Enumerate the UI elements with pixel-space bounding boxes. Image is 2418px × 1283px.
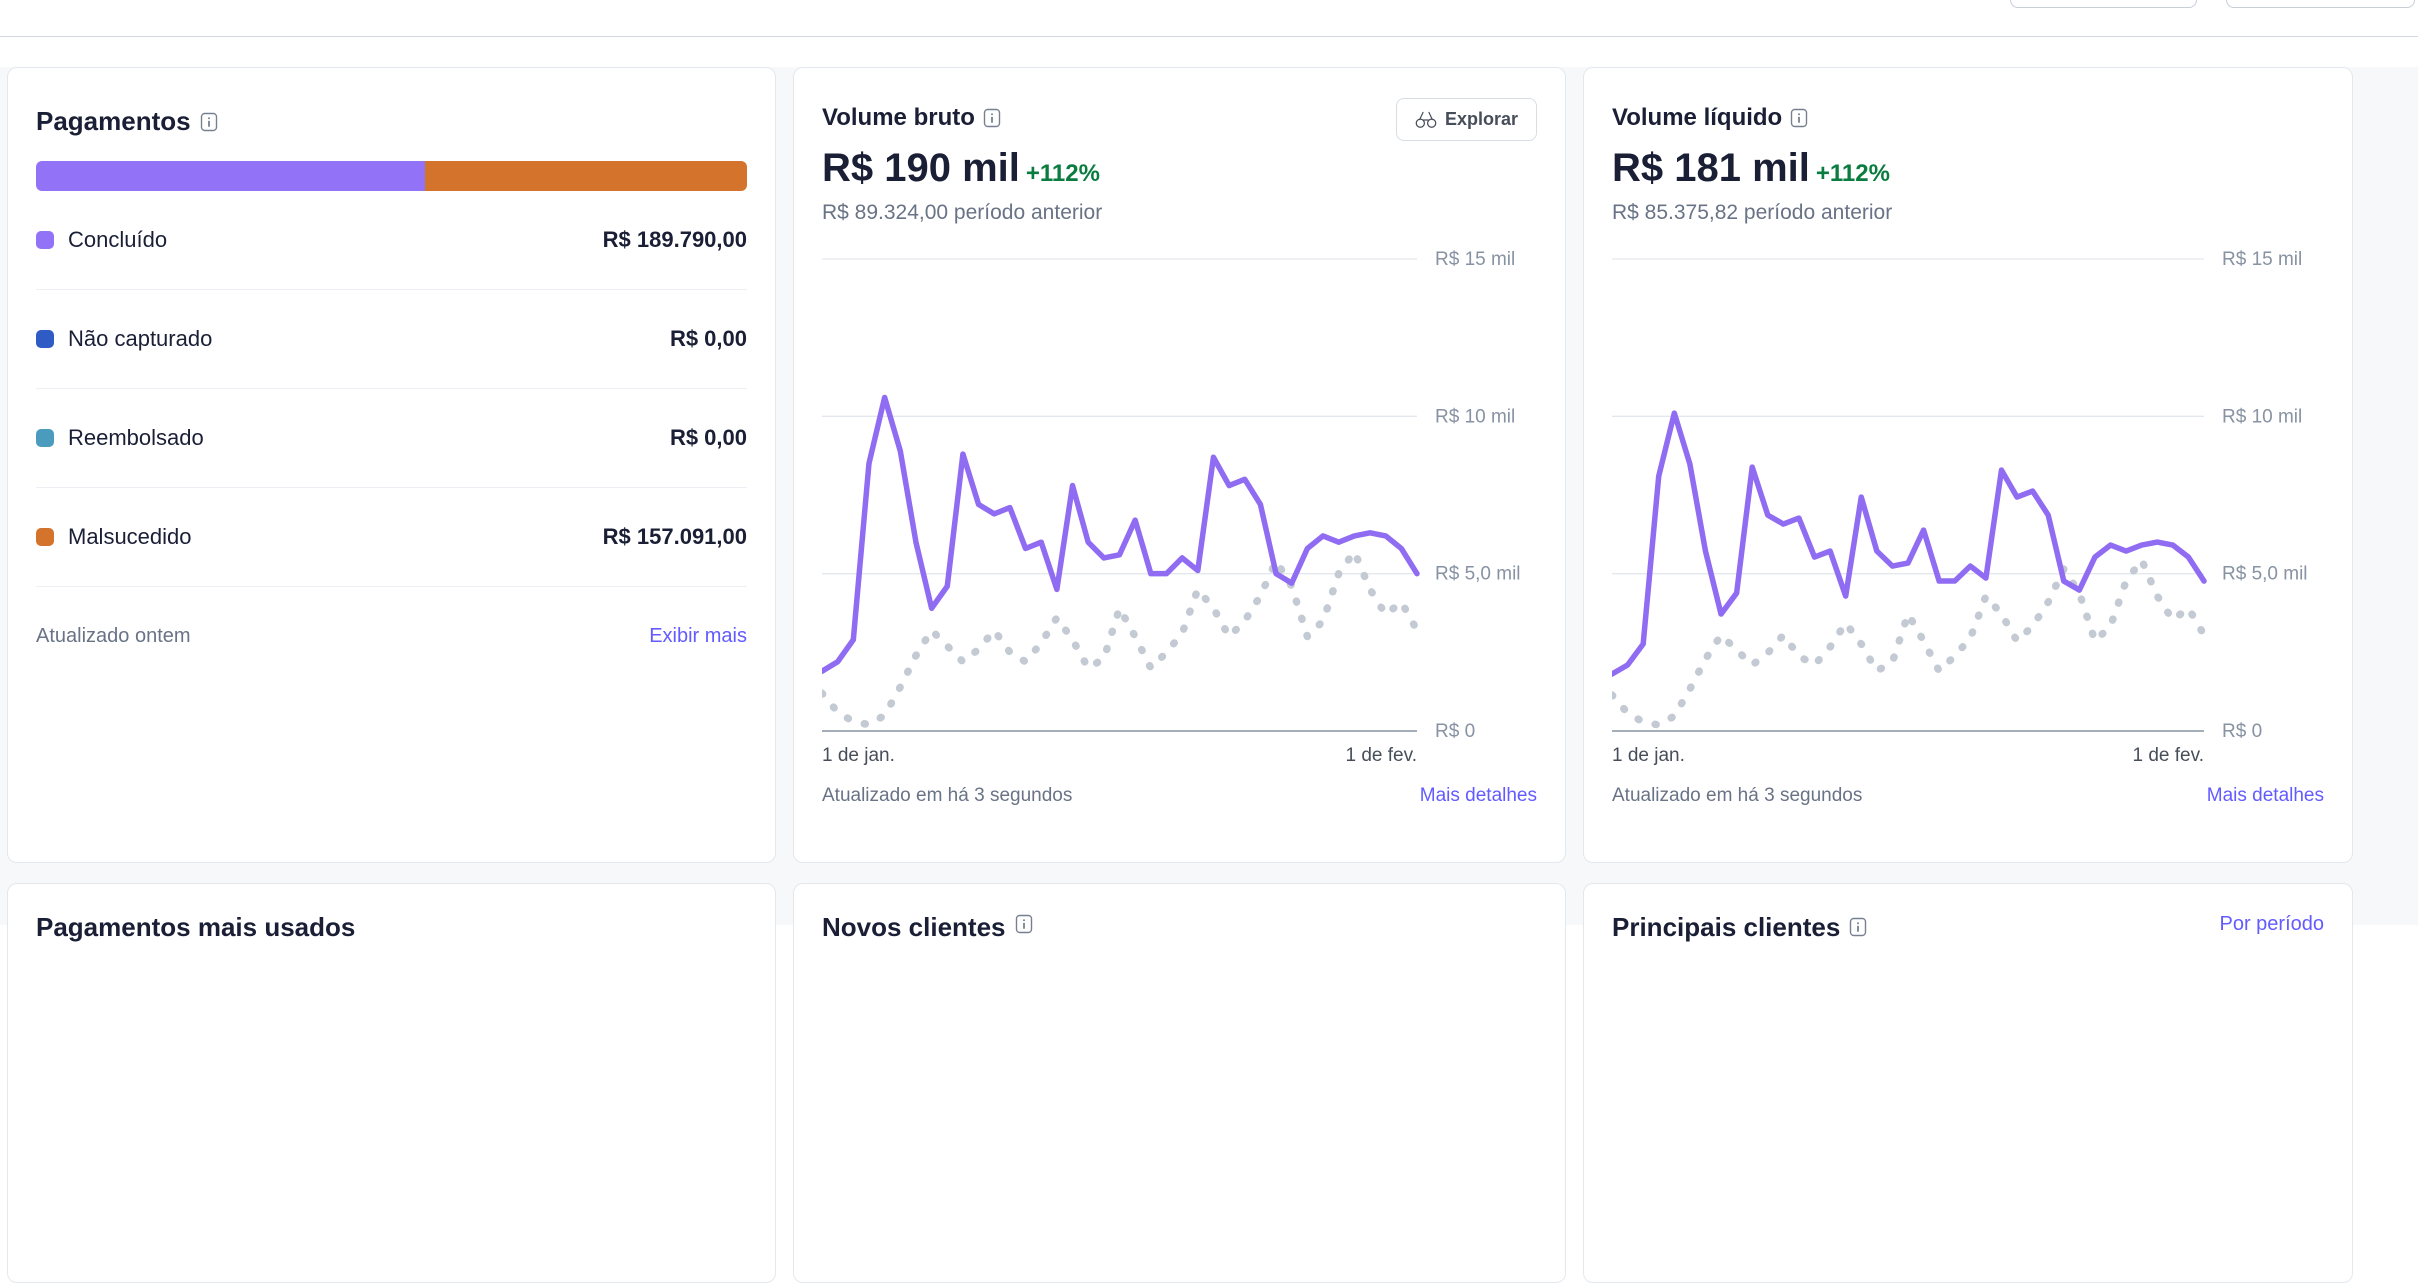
svg-text:1 de jan.: 1 de jan. bbox=[1612, 745, 1685, 766]
svg-text:R$ 5,0 mil: R$ 5,0 mil bbox=[2222, 564, 2308, 585]
svg-text:1 de fev.: 1 de fev. bbox=[2133, 745, 2204, 766]
svg-text:R$ 0: R$ 0 bbox=[1435, 721, 1475, 742]
svg-text:R$ 10 mil: R$ 10 mil bbox=[2222, 406, 2302, 427]
svg-text:R$ 5,0 mil: R$ 5,0 mil bbox=[1435, 564, 1521, 585]
svg-text:1 de fev.: 1 de fev. bbox=[1346, 745, 1417, 766]
svg-text:R$ 10 mil: R$ 10 mil bbox=[1435, 406, 1515, 427]
svg-text:R$ 15 mil: R$ 15 mil bbox=[1435, 249, 1515, 270]
svg-text:R$ 15 mil: R$ 15 mil bbox=[2222, 249, 2302, 270]
svg-text:R$ 0: R$ 0 bbox=[2222, 721, 2262, 742]
svg-text:1 de jan.: 1 de jan. bbox=[822, 745, 895, 766]
